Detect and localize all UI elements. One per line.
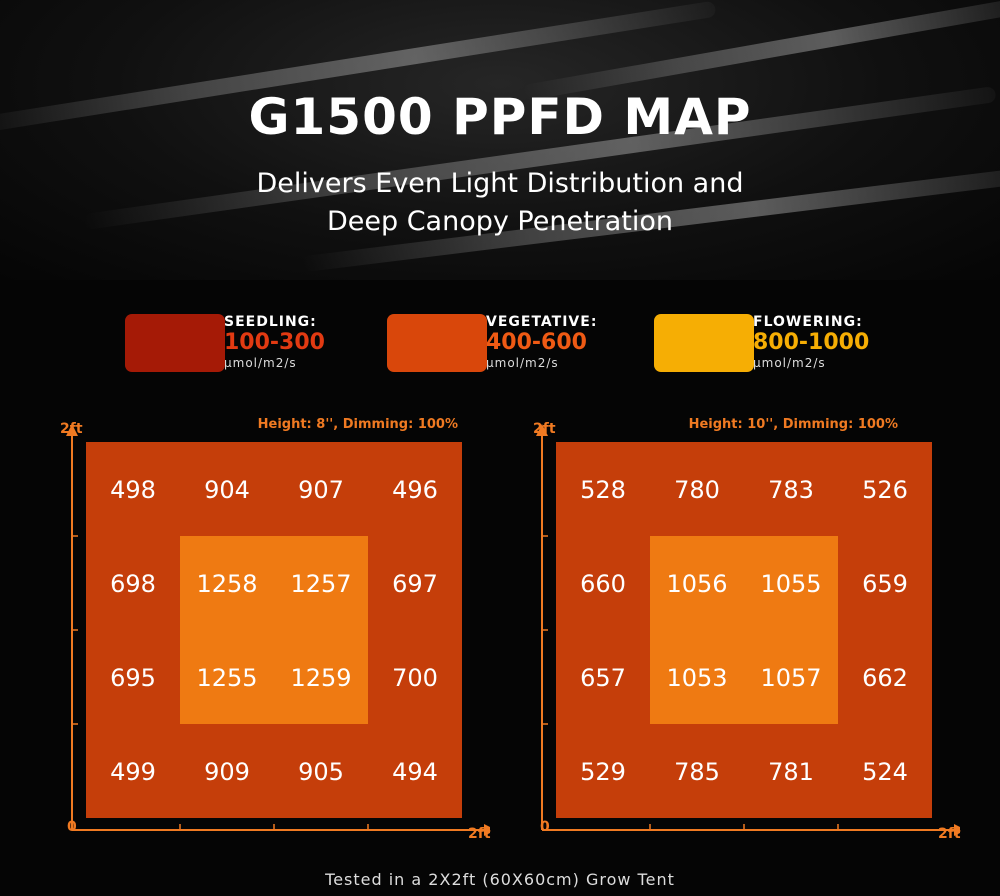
y-axis-arrow: [536, 424, 548, 436]
ppfd-value-r4-c4: 494: [392, 758, 438, 786]
ppfd-value-r4-c1: 529: [580, 758, 626, 786]
ppfd-value-r1-c2: 780: [674, 476, 720, 504]
ppfd-value-r2-c2: 1258: [196, 570, 257, 598]
ppfd-value-r4-c2: 785: [674, 758, 720, 786]
x-axis-arrow: [954, 824, 960, 836]
ppfd-value-r1-c1: 528: [580, 476, 626, 504]
ppfd-value-r2-c2: 1056: [666, 570, 727, 598]
ppfd-value-r4-c3: 905: [298, 758, 344, 786]
ppfd-value-r3-c4: 700: [392, 664, 438, 692]
legend-unit-flowering: μmol/m2/s: [753, 356, 826, 370]
legend-name-vegetative: VEGETATIVE:: [486, 314, 598, 330]
legend-range-flowering: 800-1000: [753, 330, 870, 355]
inner-zone: [180, 536, 368, 724]
legend-swatch-flowering: [654, 314, 754, 372]
footnote: Tested in a 2X2ft (60X60cm) Grow Tent: [325, 870, 675, 889]
ppfd-value-r1-c1: 498: [110, 476, 156, 504]
ppfd-value-r3-c3: 1057: [760, 664, 821, 692]
ppfd-value-r1-c2: 904: [204, 476, 250, 504]
setting-label: Height: 8'', Dimming: 100%: [257, 417, 458, 432]
legend-range-seedling: 100-300: [224, 330, 325, 355]
ppfd-value-r2-c4: 697: [392, 570, 438, 598]
ppfd-value-r3-c3: 1259: [290, 664, 351, 692]
ppfd-value-r2-c1: 660: [580, 570, 626, 598]
legend-swatch-seedling: [125, 314, 225, 372]
legend-unit-vegetative: μmol/m2/s: [486, 356, 559, 370]
legend-range-vegetative: 400-600: [486, 330, 587, 355]
ppfd-value-r4-c2: 909: [204, 758, 250, 786]
x-axis-arrow: [484, 824, 490, 836]
ppfd-value-r3-c2: 1053: [666, 664, 727, 692]
ppfd-value-r2-c3: 1055: [760, 570, 821, 598]
ppfd-value-r4-c1: 499: [110, 758, 156, 786]
page-subtitle: Delivers Even Light Distribution and Dee…: [0, 165, 1000, 241]
legend-swatch-vegetative: [387, 314, 487, 372]
ppfd-value-r4-c3: 781: [768, 758, 814, 786]
ppfd-grid: 498 904 907 496 698 1258 1257 697 695 1255 1259 700…: [66, 424, 490, 836]
light-bar-4: [522, 0, 1000, 102]
legend-name-seedling: SEEDLING:: [224, 314, 317, 330]
ppfd-map-left: Height: 8'', Dimming: 100% 2ft 0 2ft 498…: [60, 415, 491, 845]
subtitle-line-1: Delivers Even Light Distribution and: [256, 168, 744, 199]
ppfd-grid: 528 780 783 526 660 1056 1055 659 657 1053 1057 662…: [536, 424, 960, 836]
ppfd-value-r3-c1: 657: [580, 664, 626, 692]
ppfd-value-r1-c4: 496: [392, 476, 438, 504]
subtitle-line-2: Deep Canopy Penetration: [326, 206, 674, 237]
x-axis-start-label: 0: [540, 819, 550, 835]
ppfd-value-r2-c4: 659: [862, 570, 908, 598]
ppfd-value-r2-c3: 1257: [290, 570, 351, 598]
setting-label: Height: 10'', Dimming: 100%: [688, 417, 898, 432]
ppfd-value-r3-c2: 1255: [196, 664, 257, 692]
ppfd-value-r3-c1: 695: [110, 664, 156, 692]
ppfd-value-r1-c3: 783: [768, 476, 814, 504]
ppfd-value-r4-c4: 524: [862, 758, 908, 786]
ppfd-value-r1-c4: 526: [862, 476, 908, 504]
y-axis-arrow: [66, 424, 78, 436]
ppfd-map-right: Height: 10'', Dimming: 100% 2ft 0 2ft 52…: [530, 415, 961, 845]
ppfd-value-r3-c4: 662: [862, 664, 908, 692]
page-title: G1500 PPFD MAP: [248, 88, 752, 146]
legend-unit-seedling: μmol/m2/s: [224, 356, 297, 370]
inner-zone: [650, 536, 838, 724]
ppfd-value-r1-c3: 907: [298, 476, 344, 504]
hero-background: [0, 0, 1000, 280]
ppfd-value-r2-c1: 698: [110, 570, 156, 598]
legend-name-flowering: FLOWERING:: [753, 314, 863, 330]
